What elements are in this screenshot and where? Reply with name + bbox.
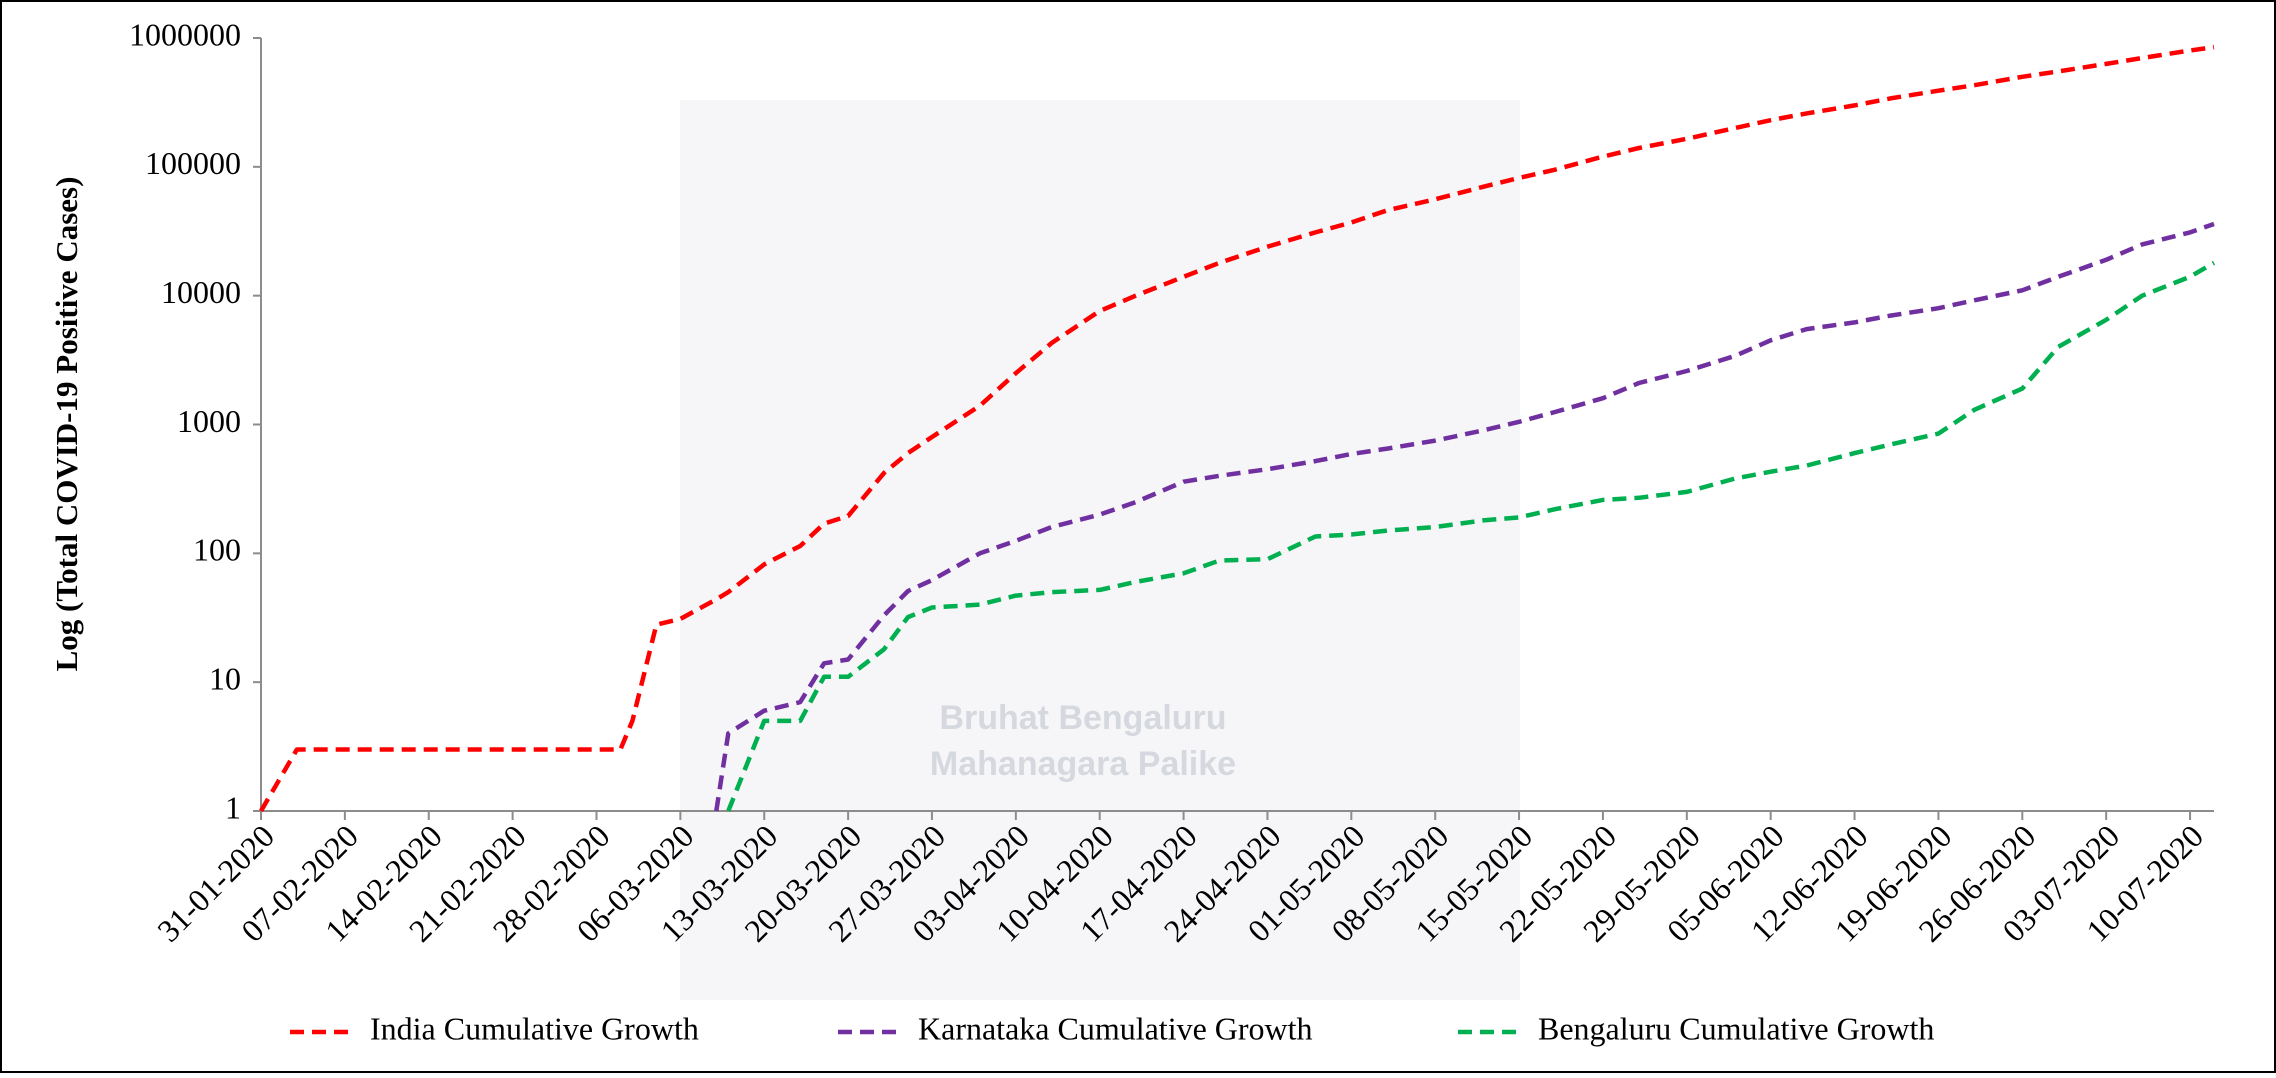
legend-label: Bengaluru Cumulative Growth: [1538, 1010, 1934, 1046]
y-tick-label: 10000: [161, 274, 241, 310]
y-tick-label: 1: [225, 789, 241, 825]
y-tick-label: 1000000: [129, 16, 241, 52]
data-line: [259, 44, 2215, 813]
data-line: [714, 221, 2215, 812]
legend-label: Karnataka Cumulative Growth: [918, 1010, 1313, 1046]
y-axis-title: Log (Total COVID-19 Positive Cases): [49, 177, 84, 672]
y-tick-label: 100000: [145, 145, 241, 181]
y-tick-label: 10: [209, 661, 241, 697]
y-tick-label: 100: [193, 532, 241, 568]
legend-label: India Cumulative Growth: [370, 1010, 699, 1046]
watermark-panel: [680, 100, 1520, 1000]
watermark-text: Mahanagara Palike: [930, 745, 1236, 783]
watermark-text: Bruhat Bengaluru: [939, 699, 1226, 737]
y-tick-label: 1000: [177, 403, 241, 439]
data-line: [726, 260, 2216, 812]
